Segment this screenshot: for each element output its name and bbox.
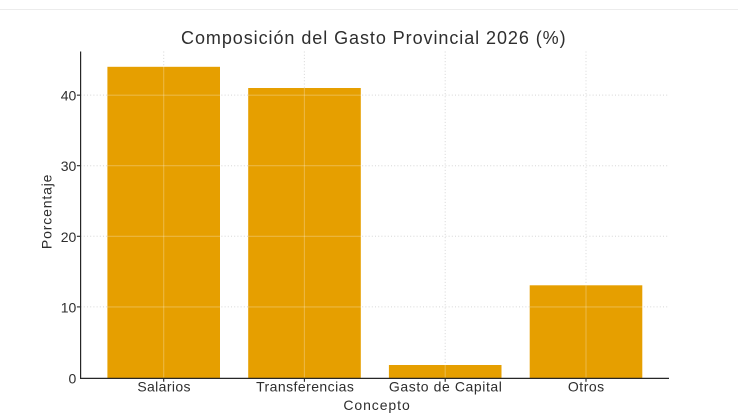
svg-text:10: 10 [61, 299, 77, 315]
svg-text:Concepto: Concepto [343, 397, 410, 413]
svg-text:20: 20 [61, 229, 77, 245]
svg-text:Otros: Otros [568, 379, 605, 395]
svg-text:Porcentaje: Porcentaje [39, 174, 55, 249]
svg-text:Composición del Gasto Provinci: Composición del Gasto Provincial 2026 (%… [181, 28, 567, 48]
svg-text:0: 0 [69, 370, 77, 386]
svg-text:30: 30 [61, 158, 77, 174]
svg-text:Transferencias: Transferencias [256, 379, 354, 395]
svg-text:Salarios: Salarios [137, 379, 191, 395]
svg-text:40: 40 [61, 88, 77, 104]
svg-text:Gasto de Capital: Gasto de Capital [389, 379, 503, 395]
